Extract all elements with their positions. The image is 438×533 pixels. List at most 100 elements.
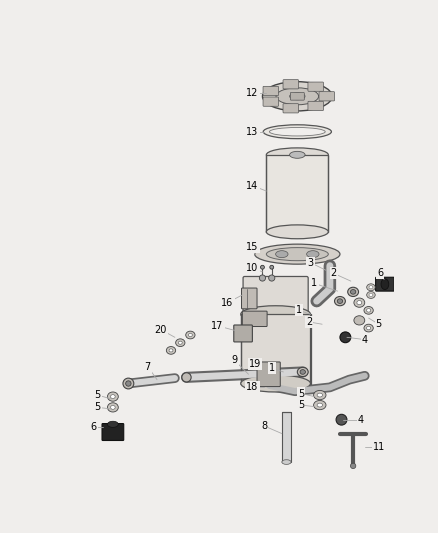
FancyBboxPatch shape	[243, 277, 308, 318]
Ellipse shape	[110, 406, 115, 409]
Text: 17: 17	[211, 321, 224, 331]
Text: 14: 14	[246, 181, 258, 191]
FancyBboxPatch shape	[290, 92, 304, 100]
Ellipse shape	[263, 125, 332, 139]
Ellipse shape	[123, 378, 134, 389]
FancyBboxPatch shape	[283, 79, 299, 89]
FancyBboxPatch shape	[257, 362, 280, 386]
Text: 15: 15	[246, 242, 258, 252]
Text: 5: 5	[94, 390, 100, 400]
Ellipse shape	[354, 298, 365, 308]
Ellipse shape	[290, 151, 305, 158]
Ellipse shape	[126, 381, 131, 386]
Text: 4: 4	[358, 415, 364, 425]
Text: 2: 2	[306, 317, 312, 327]
FancyBboxPatch shape	[308, 82, 323, 91]
Text: 19: 19	[249, 359, 261, 369]
Bar	[266, 155, 328, 232]
Ellipse shape	[107, 421, 118, 427]
Text: 8: 8	[261, 421, 267, 431]
Ellipse shape	[255, 244, 340, 264]
Ellipse shape	[314, 391, 326, 400]
Ellipse shape	[350, 289, 356, 294]
Ellipse shape	[261, 265, 265, 269]
Bar	[282, 412, 291, 462]
Ellipse shape	[276, 251, 288, 257]
FancyBboxPatch shape	[308, 101, 323, 110]
FancyBboxPatch shape	[242, 311, 267, 327]
Ellipse shape	[335, 296, 346, 306]
Text: 11: 11	[373, 442, 385, 451]
Ellipse shape	[367, 284, 375, 290]
Ellipse shape	[259, 275, 265, 281]
Ellipse shape	[270, 265, 274, 269]
Ellipse shape	[357, 301, 362, 305]
Ellipse shape	[266, 225, 328, 239]
Text: 12: 12	[246, 88, 258, 98]
Ellipse shape	[354, 316, 365, 325]
Text: 13: 13	[246, 127, 258, 137]
Text: 1: 1	[268, 363, 275, 373]
Text: 20: 20	[155, 325, 167, 335]
Ellipse shape	[166, 346, 176, 354]
Ellipse shape	[364, 306, 373, 314]
Bar	[241, 314, 311, 384]
Ellipse shape	[169, 349, 173, 352]
Ellipse shape	[381, 279, 389, 289]
Ellipse shape	[317, 393, 322, 397]
Ellipse shape	[348, 287, 359, 296]
Text: 10: 10	[246, 263, 258, 273]
Text: 4: 4	[362, 335, 368, 345]
Text: 5: 5	[298, 389, 304, 399]
Ellipse shape	[317, 403, 322, 407]
Ellipse shape	[367, 326, 371, 330]
Ellipse shape	[369, 286, 373, 289]
Ellipse shape	[276, 88, 318, 105]
Text: 18: 18	[246, 382, 258, 392]
Ellipse shape	[182, 373, 191, 382]
Text: 9: 9	[232, 356, 237, 366]
Text: 3: 3	[307, 257, 314, 268]
Ellipse shape	[350, 463, 356, 469]
Text: 16: 16	[222, 297, 234, 308]
Ellipse shape	[241, 375, 311, 392]
Ellipse shape	[340, 332, 351, 343]
FancyBboxPatch shape	[263, 97, 279, 106]
Ellipse shape	[364, 324, 373, 332]
FancyBboxPatch shape	[241, 288, 257, 309]
Text: 5: 5	[375, 319, 382, 329]
FancyBboxPatch shape	[263, 86, 279, 95]
Ellipse shape	[110, 394, 115, 399]
FancyBboxPatch shape	[283, 104, 299, 113]
Ellipse shape	[282, 460, 291, 464]
FancyBboxPatch shape	[234, 325, 252, 342]
Ellipse shape	[337, 299, 343, 303]
Ellipse shape	[314, 400, 326, 410]
Ellipse shape	[367, 309, 371, 312]
Text: 2: 2	[331, 269, 337, 278]
FancyBboxPatch shape	[102, 424, 124, 440]
Ellipse shape	[178, 341, 182, 344]
Ellipse shape	[300, 370, 305, 374]
Ellipse shape	[188, 334, 192, 336]
Text: 5: 5	[298, 400, 304, 410]
Ellipse shape	[297, 367, 308, 377]
Ellipse shape	[107, 392, 118, 401]
Ellipse shape	[262, 82, 332, 111]
Ellipse shape	[307, 251, 319, 257]
Ellipse shape	[266, 248, 328, 261]
Ellipse shape	[269, 127, 325, 136]
Ellipse shape	[241, 306, 311, 322]
FancyBboxPatch shape	[376, 277, 394, 291]
Text: 7: 7	[145, 361, 151, 372]
Ellipse shape	[290, 93, 305, 100]
Text: 6: 6	[90, 422, 96, 432]
FancyBboxPatch shape	[319, 92, 335, 101]
Ellipse shape	[266, 148, 328, 161]
Ellipse shape	[176, 339, 185, 346]
Text: 6: 6	[377, 269, 383, 278]
Ellipse shape	[336, 414, 347, 425]
Ellipse shape	[369, 294, 373, 296]
Ellipse shape	[268, 275, 275, 281]
Text: 1: 1	[296, 305, 302, 316]
